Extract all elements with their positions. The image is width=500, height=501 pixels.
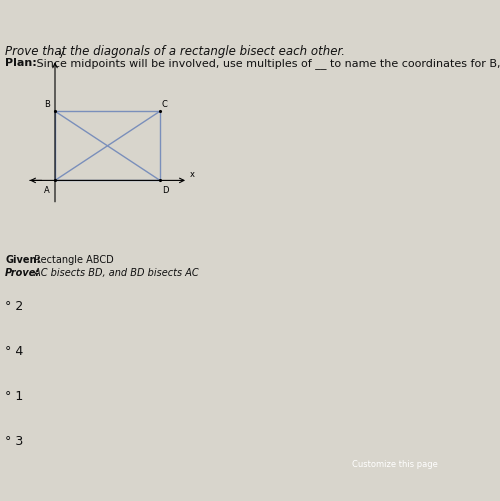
Text: Rectangle ABCD: Rectangle ABCD: [31, 255, 114, 265]
Text: Given:: Given:: [5, 255, 41, 265]
Text: Customize this page: Customize this page: [352, 460, 438, 469]
Text: x: x: [190, 170, 194, 179]
Text: y: y: [58, 49, 64, 58]
Text: ° 1: ° 1: [5, 390, 23, 403]
Text: Plan:: Plan:: [5, 58, 37, 68]
Text: Since midpoints will be involved, use multiples of __ to name the coordinates fo: Since midpoints will be involved, use mu…: [33, 58, 500, 69]
Text: ° 2: ° 2: [5, 300, 23, 313]
Text: B: B: [44, 101, 50, 110]
Text: ° 4: ° 4: [5, 345, 23, 358]
Text: Prove:: Prove:: [5, 268, 40, 278]
Text: A: A: [44, 185, 50, 194]
Text: D: D: [162, 185, 168, 194]
Text: AC bisects BD, and BD bisects AC: AC bisects BD, and BD bisects AC: [31, 268, 198, 278]
Text: Prove that the diagonals of a rectangle bisect each other.: Prove that the diagonals of a rectangle …: [5, 45, 345, 58]
Text: C: C: [162, 101, 168, 110]
Text: ° 3: ° 3: [5, 435, 23, 448]
